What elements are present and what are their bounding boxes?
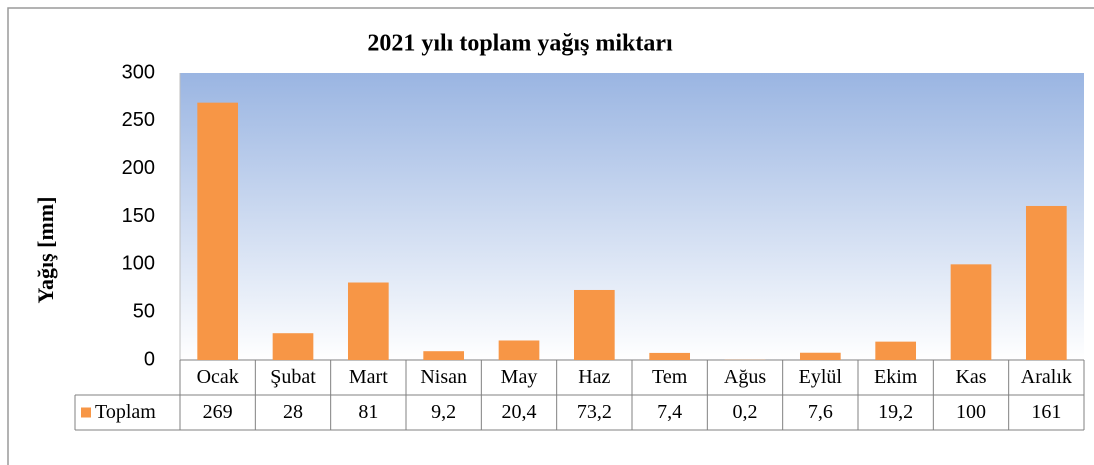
x-tick-label: Ekim — [874, 366, 918, 388]
bar — [799, 352, 841, 360]
x-tick-label: Şubat — [270, 366, 316, 388]
y-tick-label: 300 — [122, 61, 155, 83]
y-tick-label: 250 — [122, 109, 155, 131]
legend-swatch — [81, 407, 91, 418]
x-tick-label: Tem — [652, 366, 688, 388]
plot-area — [180, 73, 1084, 360]
table-value: 0,2 — [733, 401, 758, 423]
table-value: 81 — [358, 401, 378, 423]
bar — [347, 282, 389, 360]
x-tick-label: Ağus — [724, 366, 766, 388]
table-value: 100 — [956, 401, 986, 423]
table-value: 161 — [1031, 401, 1061, 423]
bar — [272, 333, 314, 360]
y-tick-label: 150 — [122, 205, 155, 227]
table-value: 7,6 — [808, 401, 833, 423]
bar — [498, 340, 540, 360]
legend-label: Toplam — [95, 401, 156, 423]
y-tick-label: 100 — [122, 253, 155, 275]
y-tick-label: 200 — [122, 157, 155, 179]
y-tick-label: 0 — [144, 348, 155, 370]
y-tick-label: 50 — [133, 300, 155, 322]
table-value: 73,2 — [577, 401, 612, 423]
x-tick-label: May — [501, 366, 538, 388]
x-tick-label: Kas — [955, 366, 986, 388]
bar — [573, 289, 615, 360]
bar — [875, 341, 917, 360]
table-value: 20,4 — [502, 401, 537, 423]
y-axis-label: Yağış [mm] — [33, 197, 58, 304]
bar — [950, 264, 992, 360]
table-value: 19,2 — [878, 401, 913, 423]
bar — [197, 102, 239, 360]
x-tick-label: Nisan — [420, 366, 467, 388]
chart-title: 2021 yılı toplam yağış miktarı — [367, 31, 673, 57]
x-tick-label: Aralık — [1021, 366, 1072, 388]
x-tick-label: Mart — [349, 366, 388, 388]
bar — [1025, 205, 1067, 360]
x-tick-label: Eylül — [799, 366, 843, 388]
table-value: 28 — [283, 401, 303, 423]
x-tick-label: Ocak — [197, 366, 239, 388]
table-value: 9,2 — [431, 401, 456, 423]
bar — [649, 352, 691, 360]
table-value: 269 — [203, 401, 233, 423]
bar — [423, 351, 465, 360]
x-tick-label: Haz — [578, 366, 610, 388]
table-value: 7,4 — [657, 401, 682, 423]
frame — [7, 7, 1094, 465]
